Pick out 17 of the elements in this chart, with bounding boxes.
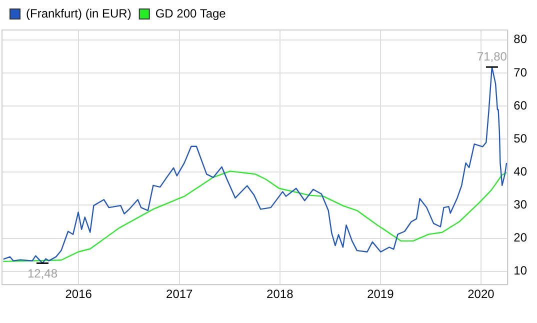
annotation: 12,48 [27, 266, 58, 280]
y-tick-label: 50 [514, 131, 528, 146]
x-tick-label: 2017 [166, 287, 194, 302]
y-tick-label: 60 [514, 98, 528, 112]
y-tick-label: 20 [514, 230, 528, 245]
x-tick-label: 2016 [65, 287, 92, 302]
x-tick-label: 2020 [468, 287, 495, 302]
y-tick-label: 10 [514, 264, 528, 278]
y-tick-label: 80 [514, 32, 528, 46]
x-tick-label: 2019 [367, 287, 394, 302]
legend-label: (Frankfurt) (in EUR) [26, 6, 132, 20]
y-tick-label: 40 [514, 164, 528, 178]
legend-label: GD 200 Tage [155, 6, 226, 20]
y-tick-label: 70 [514, 65, 528, 80]
annotation: 71,80 [476, 49, 508, 64]
x-tick-label: 2018 [266, 287, 294, 302]
y-tick-label: 30 [514, 198, 528, 212]
